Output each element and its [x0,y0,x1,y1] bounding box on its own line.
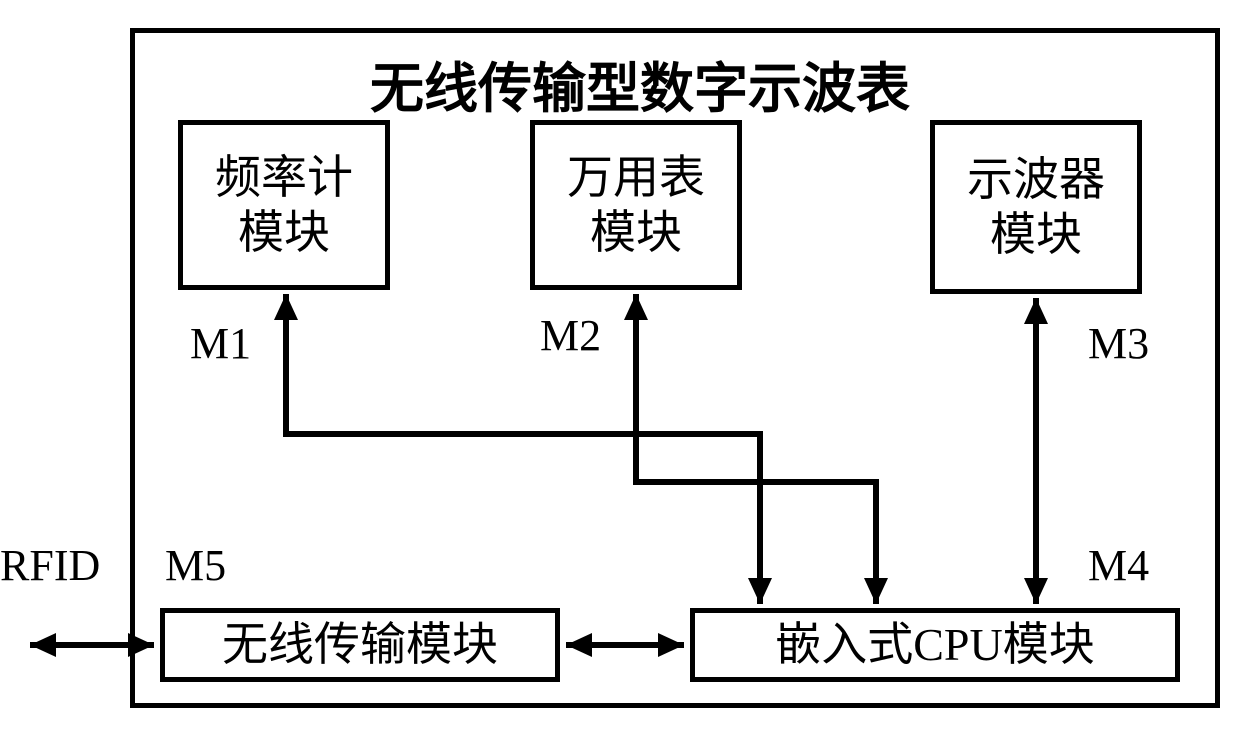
module-m4-label: 嵌入式CPU模块 [775,617,1094,672]
label-m1: M1 [190,318,251,369]
label-m4: M4 [1088,540,1149,591]
module-m3: 示波器 模块 [930,120,1142,294]
label-rfid: RFID [0,540,100,591]
label-m5: M5 [165,540,226,591]
module-m5-label: 无线传输模块 [222,617,498,672]
module-m2: 万用表 模块 [530,120,742,290]
diagram-title: 无线传输型数字示波表 [370,44,910,123]
module-m1: 频率计 模块 [178,120,390,290]
module-m1-label: 频率计 模块 [215,150,353,260]
module-m5: 无线传输模块 [160,608,560,682]
label-m3: M3 [1088,318,1149,369]
label-m2: M2 [540,310,601,361]
diagram-canvas: 无线传输型数字示波表 频率计 模块 万用表 模块 示波器 模块 无线传输模块 嵌… [0,0,1240,730]
module-m4: 嵌入式CPU模块 [690,608,1180,682]
module-m2-label: 万用表 模块 [567,150,705,260]
module-m3-label: 示波器 模块 [967,152,1105,262]
